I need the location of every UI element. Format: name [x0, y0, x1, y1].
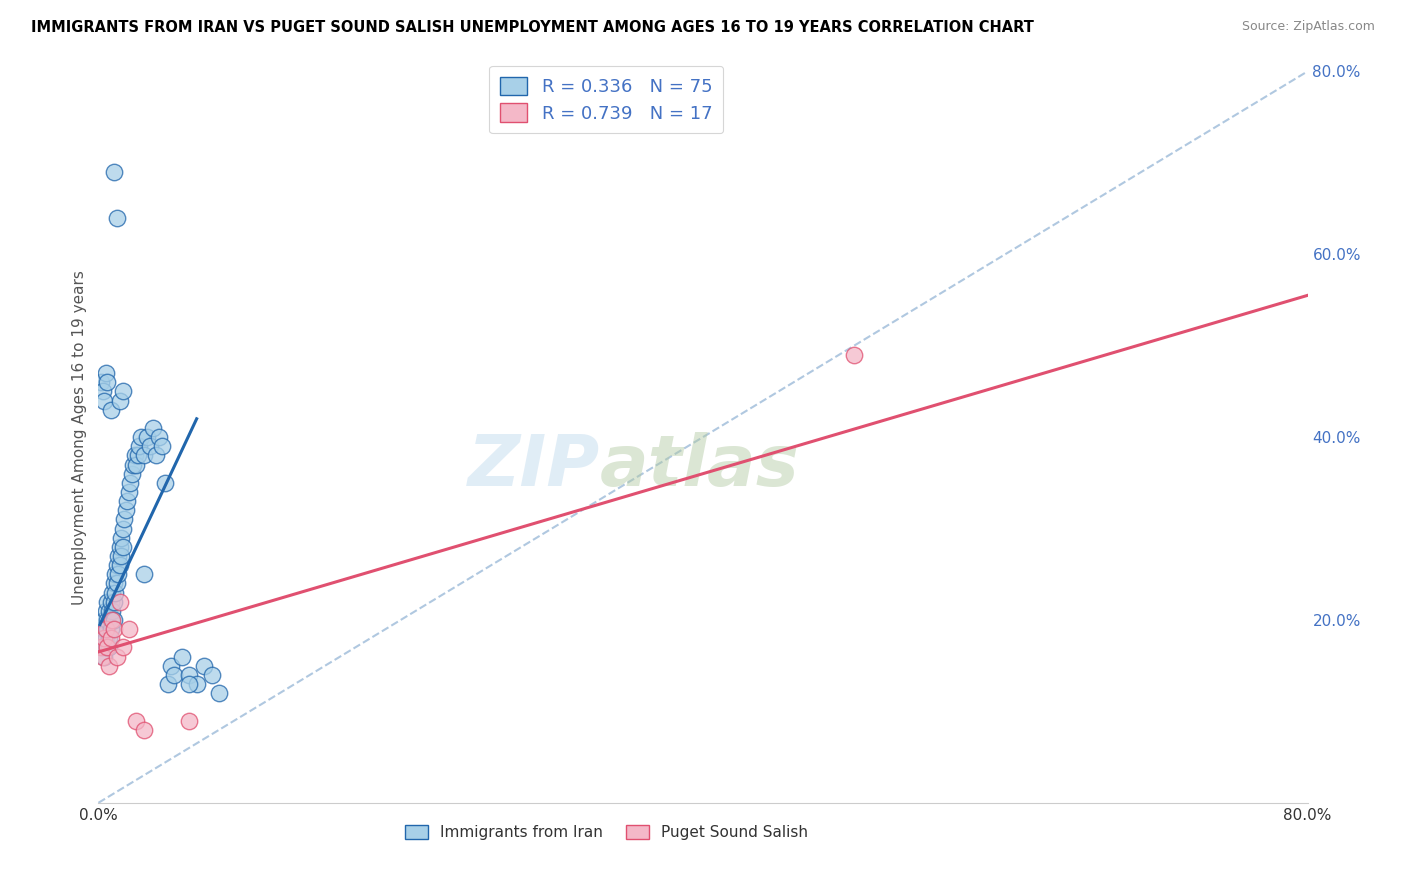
Point: [94, 366, 117, 380]
Point: [110, 531, 132, 545]
Point: [100, 594, 122, 608]
Point: [150, 439, 173, 453]
Point: [94, 632, 117, 646]
Point: [96, 640, 118, 655]
Point: [156, 677, 179, 691]
Point: [91, 622, 114, 636]
Point: [111, 384, 134, 399]
Point: [103, 576, 125, 591]
Point: [111, 540, 134, 554]
Point: [105, 558, 128, 573]
Point: [98, 640, 121, 655]
Point: [110, 549, 132, 563]
Point: [93, 613, 115, 627]
Point: [128, 439, 150, 453]
Point: [153, 475, 176, 490]
Point: [125, 714, 148, 728]
Point: [101, 585, 124, 599]
Point: [93, 649, 115, 664]
Point: [122, 458, 145, 472]
Point: [100, 632, 122, 646]
Point: [179, 677, 201, 691]
Point: [118, 485, 141, 500]
Point: [94, 640, 117, 655]
Text: Source: ZipAtlas.com: Source: ZipAtlas.com: [1241, 20, 1375, 33]
Point: [103, 622, 125, 636]
Text: IMMIGRANTS FROM IRAN VS PUGET SOUND SALISH UNEMPLOYMENT AMONG AGES 16 TO 19 YEAR: IMMIGRANTS FROM IRAN VS PUGET SOUND SALI…: [31, 20, 1033, 35]
Point: [90, 640, 112, 655]
Point: [101, 613, 124, 627]
Point: [170, 649, 193, 664]
Point: [108, 558, 131, 573]
Legend: Immigrants from Iran, Puget Sound Salish: Immigrants from Iran, Puget Sound Salish: [399, 819, 814, 847]
Point: [114, 503, 136, 517]
Point: [139, 439, 162, 453]
Point: [96, 613, 118, 627]
Point: [132, 567, 155, 582]
Point: [105, 576, 128, 591]
Point: [100, 402, 122, 417]
Point: [160, 658, 183, 673]
Point: [104, 585, 127, 599]
Point: [96, 594, 118, 608]
Point: [121, 467, 143, 481]
Point: [148, 430, 170, 444]
Point: [101, 604, 124, 618]
Point: [111, 521, 134, 535]
Point: [94, 604, 117, 618]
Point: [90, 375, 112, 389]
Point: [115, 494, 138, 508]
Y-axis label: Unemployment Among Ages 16 to 19 years: Unemployment Among Ages 16 to 19 years: [72, 269, 87, 605]
Point: [108, 594, 131, 608]
Point: [105, 649, 128, 664]
Point: [93, 393, 115, 408]
Point: [108, 393, 131, 408]
Point: [142, 421, 165, 435]
Point: [98, 658, 121, 673]
Point: [107, 549, 129, 563]
Point: [91, 384, 114, 399]
Point: [96, 375, 118, 389]
Point: [179, 714, 201, 728]
Point: [94, 622, 117, 636]
Text: ZIP: ZIP: [468, 432, 600, 500]
Point: [105, 211, 128, 225]
Point: [100, 622, 122, 636]
Point: [844, 348, 866, 362]
Point: [118, 622, 141, 636]
Point: [132, 723, 155, 737]
Point: [179, 667, 201, 681]
Point: [107, 567, 129, 582]
Point: [91, 649, 114, 664]
Point: [108, 540, 131, 554]
Point: [124, 448, 146, 462]
Text: atlas: atlas: [600, 432, 800, 500]
Point: [100, 613, 122, 627]
Point: [103, 165, 125, 179]
Point: [91, 640, 114, 655]
Point: [208, 686, 231, 700]
Point: [129, 430, 152, 444]
Point: [98, 632, 121, 646]
Point: [201, 667, 224, 681]
Point: [103, 613, 125, 627]
Point: [111, 640, 134, 655]
Point: [193, 658, 215, 673]
Point: [163, 667, 186, 681]
Point: [93, 632, 115, 646]
Point: [120, 475, 142, 490]
Point: [145, 448, 167, 462]
Point: [132, 448, 155, 462]
Point: [98, 604, 121, 618]
Point: [127, 448, 149, 462]
Point: [104, 567, 127, 582]
Point: [103, 594, 125, 608]
Point: [90, 632, 112, 646]
Point: [135, 430, 157, 444]
Point: [112, 512, 135, 526]
Point: [96, 622, 118, 636]
Point: [125, 458, 148, 472]
Point: [186, 677, 208, 691]
